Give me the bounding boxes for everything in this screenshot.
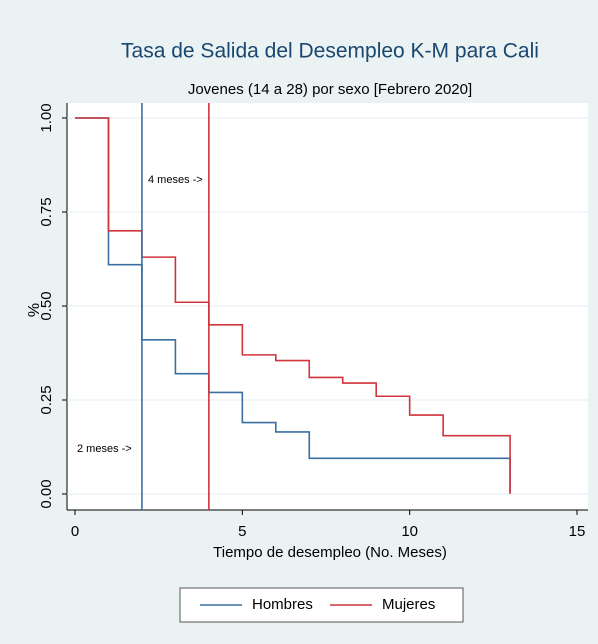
y-tick-label: 1.00 (38, 103, 55, 132)
x-tick-label: 15 (569, 523, 586, 540)
legend-label: Hombres (252, 596, 313, 613)
y-axis-label: % (26, 303, 43, 317)
chart-subtitle: Jovenes (14 a 28) por sexo [Febrero 2020… (188, 81, 472, 98)
x-tick-label: 5 (238, 523, 246, 540)
chart-title: Tasa de Salida del Desempleo K-M para Ca… (121, 40, 539, 63)
y-tick-label: 0.00 (38, 479, 55, 508)
x-axis-label: Tiempo de desempleo (No. Meses) (213, 544, 447, 561)
annotation: 4 meses -> (148, 174, 203, 186)
km-line (75, 117, 511, 494)
x-tick-label: 10 (401, 523, 418, 540)
annotation: 2 meses -> (77, 443, 132, 455)
x-tick-label: 0 (71, 523, 79, 540)
legend-label: Mujeres (382, 596, 435, 613)
y-tick-label: 0.50 (38, 291, 55, 320)
y-tick-label: 0.25 (38, 385, 55, 414)
y-tick-label: 0.75 (38, 197, 55, 226)
